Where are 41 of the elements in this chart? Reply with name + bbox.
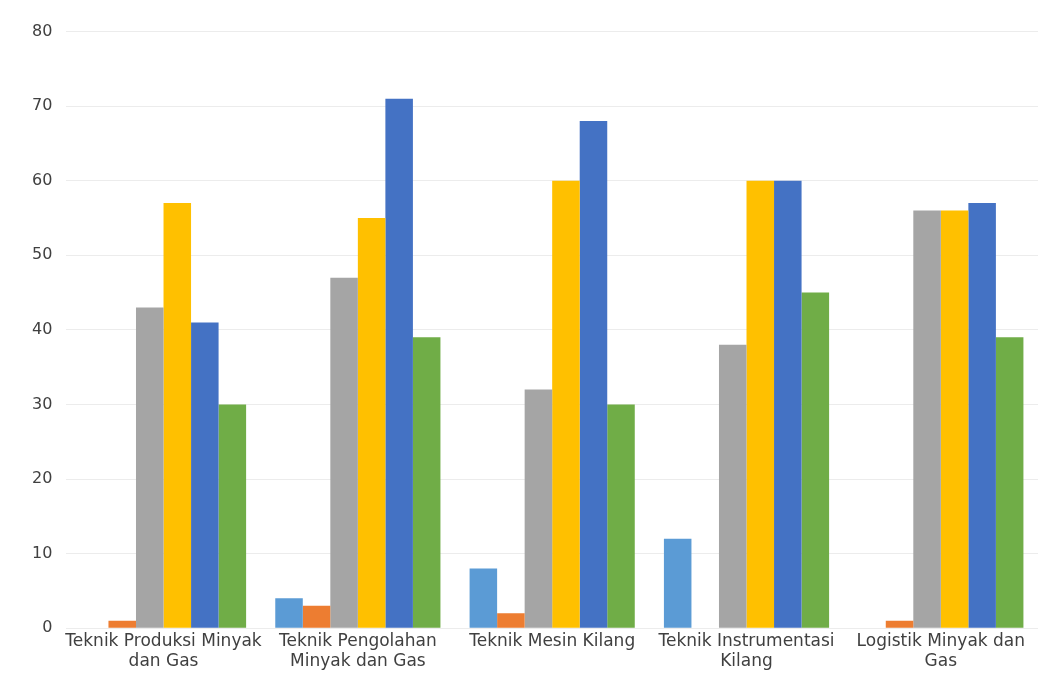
x-tick-label: Teknik Mesin Kilang [468,629,636,650]
bar [469,568,498,628]
bar [801,292,830,628]
bar [108,620,136,628]
y-tick-label: 0 [42,617,53,637]
y-tick-label: 60 [32,169,53,189]
bar [302,605,331,628]
bar [412,337,441,628]
bar [718,344,747,628]
x-tick-label: Teknik Instrumentasi Kilang [657,629,835,671]
bar [357,218,386,628]
bar [968,203,996,628]
x-tick-label: Teknik Pengolahan Minyak dan Gas [277,629,437,671]
x-tick-label: Logistik Minyak dan Gas [856,629,1026,671]
bar [940,210,969,628]
y-tick-label: 70 [32,95,53,115]
y-tick-label: 10 [32,542,53,562]
y-tick-label: 50 [32,244,53,264]
bar [995,337,1024,628]
bar [275,598,303,628]
bar [163,203,192,628]
bar [385,98,413,628]
y-tick-label: 40 [32,319,53,339]
bar [497,613,525,628]
bar [552,180,580,628]
bar [746,180,775,628]
x-tick-label: Teknik Produksi Minyak dan Gas [64,629,262,671]
bar [913,210,941,628]
bar [218,404,247,628]
bar [774,180,802,628]
y-tick-label: 30 [32,393,53,413]
bar [135,307,164,628]
bar [524,389,553,628]
bar [579,121,608,628]
bar [607,404,635,628]
bar [191,322,219,628]
bar [663,538,692,628]
bar [330,277,358,628]
y-tick-label: 20 [32,468,53,488]
bar [885,620,914,628]
y-tick-label: 80 [32,20,53,40]
